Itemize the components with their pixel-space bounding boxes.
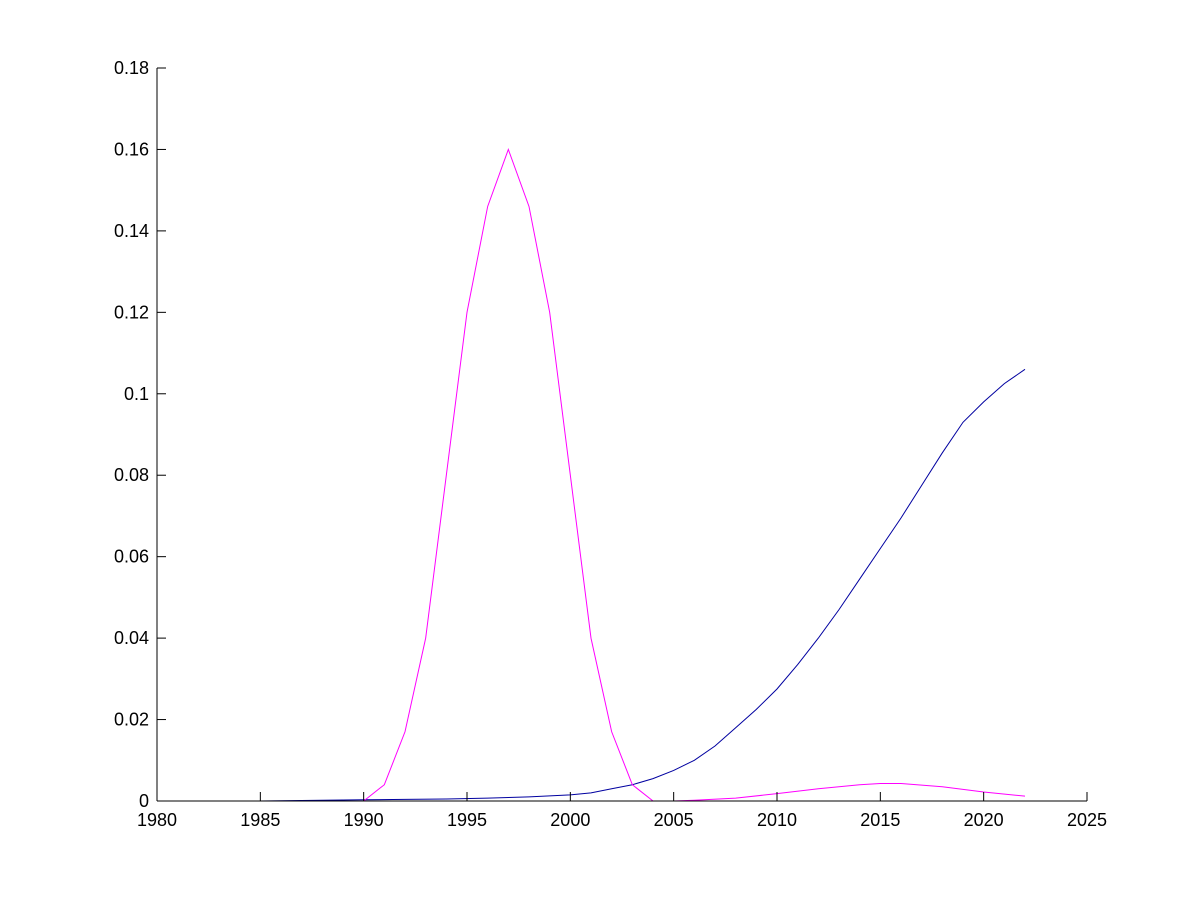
x-tick-label: 1980 — [137, 810, 177, 830]
x-tick-label: 2020 — [964, 810, 1004, 830]
x-ticks: 1980 1985 1990 1995 2000 2005 2010 2015 2020 2025 — [137, 792, 1107, 830]
x-tick-label: 1995 — [447, 810, 487, 830]
x-tick-label: 2010 — [757, 810, 797, 830]
y-tick-label: 0.14 — [114, 221, 149, 241]
series-1-line — [157, 368, 1026, 802]
series-3-line — [673, 782, 1026, 802]
y-ticks: 0 0.02 0.04 0.06 0.08 0.1 0.12 0.14 0.16 0.18 — [114, 58, 166, 811]
x-tick-label: 2000 — [550, 810, 590, 830]
x-tick-label: 2005 — [654, 810, 694, 830]
x-tick-label: 2025 — [1067, 810, 1107, 830]
y-tick-label: 0.04 — [114, 628, 149, 648]
y-tick-label: 0.12 — [114, 302, 149, 322]
y-tick-label: 0.1 — [124, 384, 149, 404]
series-2-line — [157, 147, 654, 802]
y-tick-label: 0 — [139, 791, 149, 811]
y-tick-label: 0.02 — [114, 710, 149, 730]
series-layer — [157, 147, 1026, 802]
x-tick-label: 2015 — [860, 810, 900, 830]
y-tick-label: 0.16 — [114, 139, 149, 159]
y-tick-label: 0.18 — [114, 58, 149, 78]
axes-layer — [156, 68, 1087, 802]
y-tick-label: 0.06 — [114, 547, 149, 567]
y-tick-label: 0.08 — [114, 465, 149, 485]
x-tick-label: 1990 — [344, 810, 384, 830]
x-tick-label: 1985 — [240, 810, 280, 830]
